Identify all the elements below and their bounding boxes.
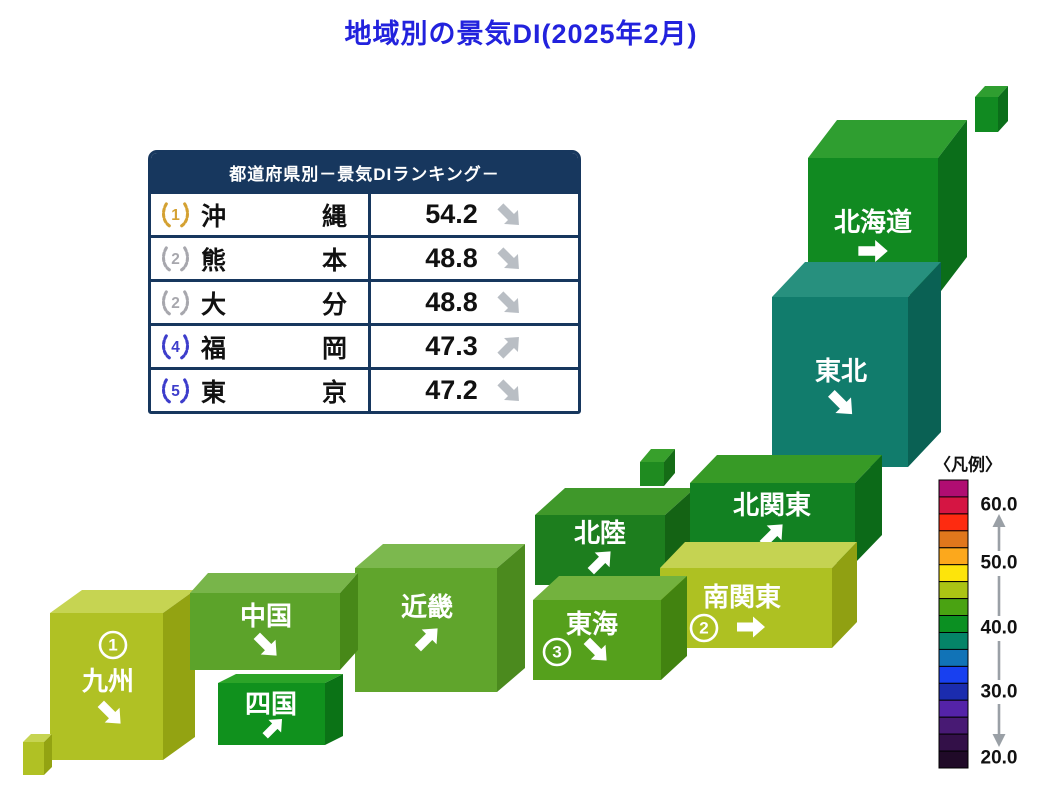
rank-badge: 5 (162, 377, 189, 404)
svg-text:1: 1 (108, 636, 117, 655)
ranking-table: 都道府県別－景気DIランキング－ 1 沖縄 54.2 2 熊本 (148, 150, 581, 414)
region-label: 東北 (815, 356, 867, 386)
trend-arrow-icon (414, 628, 438, 652)
trend-arrow-icon (583, 637, 607, 661)
region-label: 九州 (81, 666, 134, 696)
legend-color-scale (938, 479, 969, 769)
di-value: 48.8 (425, 243, 478, 273)
trend-arrow-icon (587, 551, 611, 575)
region-hokuriku: 北陸 (535, 488, 695, 585)
region-label: 北関東 (733, 490, 811, 520)
legend-tick-60: 60.0 (981, 495, 1018, 516)
trend-arrow-icon (828, 390, 853, 415)
trend-arrow-icon (497, 378, 519, 401)
region-label: 東海 (566, 609, 618, 639)
legend-title: 〈凡例〉 (934, 455, 1002, 475)
prefecture-name: 沖縄 (201, 202, 347, 231)
svg-text:3: 3 (552, 643, 561, 662)
island-cube-sado (640, 449, 675, 486)
region-minamikanto: 南関東 2 (660, 542, 857, 648)
table-row: 2 熊本 48.8 (151, 235, 578, 279)
trend-arrow-icon (858, 239, 888, 263)
table-row: 2 大分 48.8 (151, 279, 578, 323)
legend-swatch (938, 682, 969, 701)
region-tohoku: 東北 (772, 262, 941, 467)
island-cube-okinawa (23, 734, 52, 775)
legend-swatch (938, 632, 969, 650)
svg-text:5: 5 (171, 383, 180, 400)
legend-down-arrow-icon (992, 704, 1006, 747)
rank-badge: 4 (162, 333, 189, 360)
svg-text:2: 2 (699, 619, 708, 638)
region-kyushu: 1 九州 (50, 590, 195, 760)
region-label: 四国 (245, 689, 297, 719)
prefecture-name: 東京 (201, 378, 347, 407)
legend-swatch (938, 699, 969, 718)
trend-arrow-icon (262, 718, 283, 739)
rank-badge: 2 (162, 245, 189, 272)
svg-text:4: 4 (171, 339, 180, 356)
legend-tick-20: 20.0 (981, 748, 1018, 769)
rank-circle-badge: 3 (542, 637, 572, 667)
legend-swatch (938, 615, 969, 633)
trend-arrow-icon (759, 524, 783, 548)
table-row: 1 沖縄 54.2 (151, 191, 578, 235)
legend-up-arrow-icon (992, 514, 1006, 551)
table-header: 都道府県別－景気DIランキング－ (151, 153, 578, 191)
rank-badge: 2 (162, 289, 189, 316)
legend-swatch (938, 530, 969, 549)
table-row: 5 東京 47.2 (151, 367, 578, 411)
legend-swatch (938, 581, 969, 600)
legend-swatch (938, 564, 969, 583)
region-label: 南関東 (703, 582, 781, 612)
table-row: 4 福岡 47.3 (151, 323, 578, 367)
rank-badge: 1 (162, 201, 189, 228)
di-value: 47.2 (425, 375, 478, 405)
region-chugoku: 中国 (190, 573, 358, 670)
page-title: 地域別の景気DI(2025年2月) (344, 19, 698, 49)
trend-arrow-icon (253, 632, 277, 656)
trend-arrow-icon (497, 246, 519, 269)
rank-circle-badge: 2 (689, 613, 719, 643)
prefecture-name: 熊本 (201, 246, 347, 275)
trend-arrow-icon (737, 616, 765, 638)
trend-arrow-icon (497, 290, 519, 313)
svg-text:2: 2 (171, 295, 180, 312)
legend-swatch (938, 716, 969, 735)
legend-tick-30: 30.0 (981, 682, 1018, 703)
region-kinki: 近畿 (355, 544, 525, 692)
legend-swatch (938, 547, 969, 566)
svg-text:2: 2 (171, 251, 180, 268)
di-value: 47.3 (425, 331, 478, 361)
rank-circle-badge: 1 (98, 630, 128, 660)
legend-swatch (938, 479, 969, 498)
legend-swatch (938, 598, 969, 617)
trend-arrow-icon (97, 700, 121, 724)
region-label: 中国 (240, 601, 292, 631)
prefecture-name: 福岡 (201, 334, 347, 363)
region-tokai: 東海 3 (533, 576, 687, 680)
legend: 〈凡例〉 60.0 50.0 40.0 30.0 20.0 (934, 455, 1017, 769)
legend-swatch (938, 513, 969, 532)
trend-arrow-icon (497, 336, 519, 359)
region-label: 近畿 (401, 592, 453, 622)
island-cube-hokkaido (975, 86, 1008, 132)
di-value: 48.8 (425, 287, 478, 317)
prefecture-name: 大分 (201, 290, 347, 319)
di-value: 54.2 (425, 199, 478, 229)
legend-swatch (938, 496, 969, 515)
legend-tick-50: 50.0 (981, 553, 1018, 574)
legend-swatch (938, 648, 969, 667)
legend-swatch (938, 733, 969, 752)
legend-swatch (938, 750, 969, 769)
region-label: 北海道 (834, 207, 912, 237)
legend-swatch (938, 665, 969, 684)
svg-text:1: 1 (171, 207, 180, 224)
region-shikoku: 四国 (218, 674, 343, 745)
trend-arrow-icon (497, 202, 519, 225)
legend-tick-40: 40.0 (981, 618, 1018, 639)
region-label: 北陸 (574, 518, 626, 548)
